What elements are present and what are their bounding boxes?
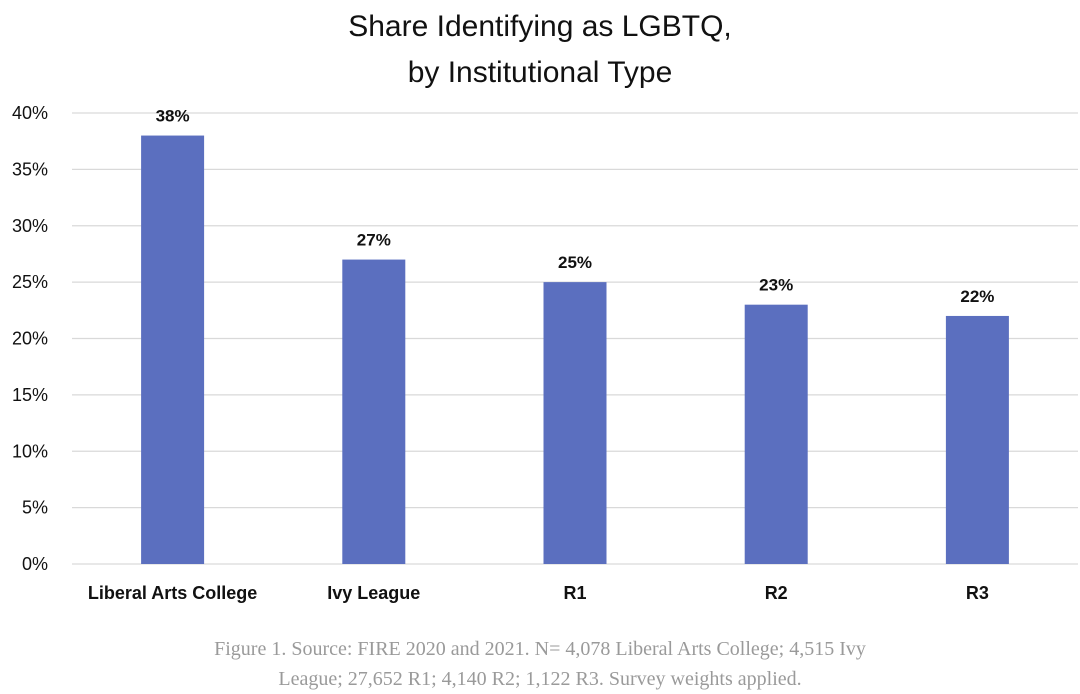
bar-chart: 0% 5% 10% 15% 20% 25% 30% 35% 40% 38% 27% 25% 23% 22… <box>12 103 1078 603</box>
x-tick-label: R1 <box>563 583 586 603</box>
caption-line-2: League; 27,652 R1; 4,140 R2; 1,122 R3. S… <box>278 668 802 690</box>
y-tick-label: 10% <box>12 441 48 461</box>
bar <box>342 259 406 564</box>
caption-line-1: Figure 1. Source: FIRE 2020 and 2021. N=… <box>214 638 866 660</box>
bars <box>141 135 1009 565</box>
y-tick-label: 5% <box>22 498 48 518</box>
x-tick-label: Liberal Arts College <box>88 583 257 603</box>
y-tick-label: 30% <box>12 216 48 236</box>
data-label: 22% <box>960 287 994 306</box>
data-label: 25% <box>558 253 592 272</box>
x-tick-label: R3 <box>966 583 989 603</box>
chart-title-line-1: Share Identifying as LGBTQ, <box>348 10 732 43</box>
y-axis-ticks: 0% 5% 10% 15% 20% 25% 30% 35% 40% <box>12 103 48 574</box>
data-label: 38% <box>156 107 190 126</box>
bar <box>744 304 808 564</box>
y-tick-label: 20% <box>12 329 48 349</box>
y-tick-label: 35% <box>12 159 48 179</box>
bar <box>543 282 607 564</box>
data-label: 23% <box>759 276 793 295</box>
y-tick-label: 25% <box>12 272 48 292</box>
bar <box>141 135 205 565</box>
y-tick-label: 0% <box>22 554 48 574</box>
x-tick-label: Ivy League <box>327 583 420 603</box>
chart-title-line-2: by Institutional Type <box>407 56 673 89</box>
figure-caption: Figure 1. Source: FIRE 2020 and 2021. N=… <box>0 634 1080 694</box>
x-axis-ticks: Liberal Arts College Ivy League R1 R2 R3 <box>88 583 989 603</box>
x-tick-label: R2 <box>765 583 788 603</box>
data-labels: 38% 27% 25% 23% 22% <box>156 107 995 306</box>
y-tick-label: 40% <box>12 103 48 123</box>
y-tick-label: 15% <box>12 385 48 405</box>
bar <box>945 315 1009 564</box>
data-label: 27% <box>357 231 391 250</box>
chart-title: Share Identifying as LGBTQ, by Instituti… <box>0 4 1080 96</box>
